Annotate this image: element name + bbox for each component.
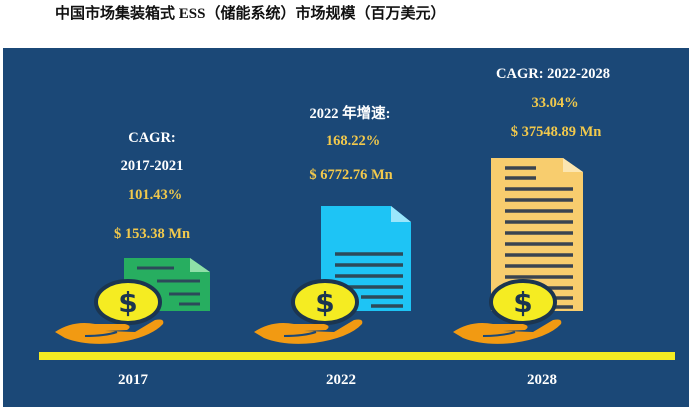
page-title: 中国市场集装箱式 ESS（储能系统）市场规模（百万美元） [55,6,446,22]
year-label-2017: 2017 [118,372,148,388]
svg-text:$: $ [315,286,334,319]
cagr-value-2017: 101.43% [127,187,183,203]
hand-icon-2028 [453,319,562,344]
cagr-label-2028: CAGR: 2022-2028 [496,66,610,82]
timeline-baseline [39,352,675,360]
svg-text:$: $ [513,286,532,319]
market-value-2017: $ 153.38 Mn [113,226,191,242]
dollar-coin-icon-2028: $ [489,279,557,325]
hand-icon-2022 [254,319,363,344]
cagr-value-2028: 33.04% [531,95,579,111]
hand-icon-2017 [55,319,164,344]
dollar-coin-icon-2022: $ [291,279,359,325]
infographic-panel: CAGR: 2017-2021 101.43% $ 153.38 Mn 2022… [3,48,689,407]
market-value-2022: $ 6772.76 Mn [309,167,393,183]
year-label-2028: 2028 [527,372,557,388]
year-label-2022: 2022 [326,372,356,388]
cagr-period-2017: 2017-2021 [120,158,184,174]
market-value-2028: $ 37548.89 Mn [510,124,602,140]
growth-value-2022: 168.22% [325,133,381,149]
cagr-label-2017: CAGR: [128,130,176,146]
svg-text:$: $ [118,286,137,319]
growth-label-2022: 2022 年增速: [309,106,391,122]
dollar-coin-icon-2017: $ [94,279,162,325]
